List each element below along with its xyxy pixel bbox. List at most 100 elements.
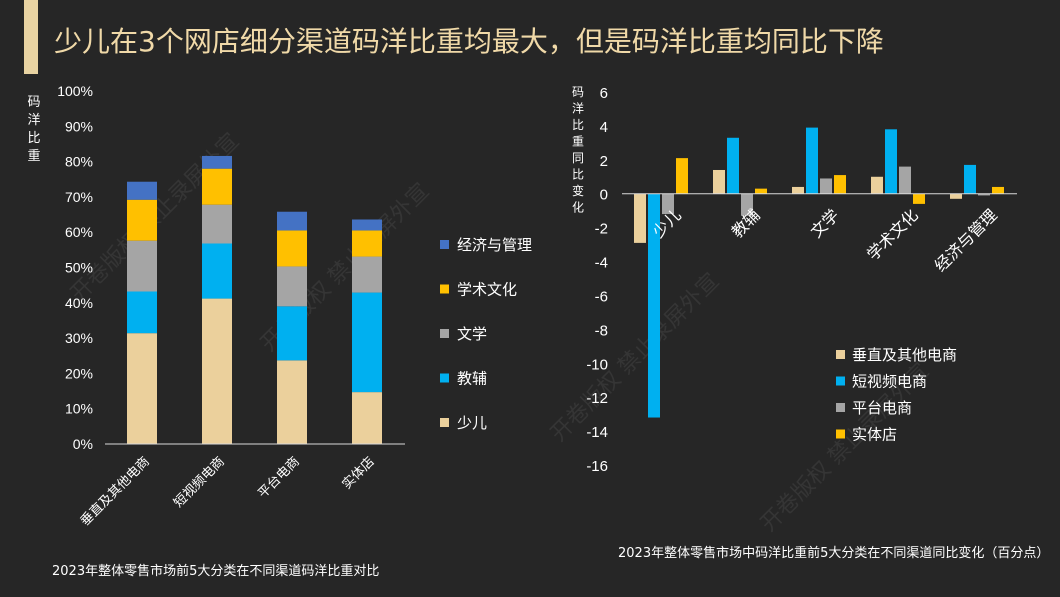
y-tick-label: -12 — [586, 390, 608, 407]
bar-segment-少儿 — [127, 333, 157, 444]
y-tick-label: 0% — [73, 436, 93, 452]
bar-segment-经济与管理 — [127, 181, 157, 200]
y-tick-label: 20% — [65, 365, 93, 381]
bar-平台电商 — [899, 166, 911, 194]
legend-label: 垂直及其他电商 — [852, 346, 957, 364]
bar-segment-教辅 — [127, 291, 157, 334]
y-tick-label: -14 — [586, 424, 608, 441]
y-axis-label: 比 — [572, 118, 584, 132]
y-tick-label: 10% — [65, 401, 93, 417]
bar-segment-少儿 — [277, 360, 307, 444]
bar-平台电商 — [978, 193, 990, 196]
bar-segment-经济与管理 — [277, 211, 307, 231]
legend-swatch — [440, 240, 449, 249]
y-axis-label: 洋 — [27, 113, 40, 128]
bar-segment-学术文化 — [127, 199, 157, 241]
bar-实体店 — [755, 188, 767, 194]
bar-短视频电商 — [727, 137, 739, 194]
left-chart-caption: 2023年整体零售市场前5大分类在不同渠道码洋比重对比 — [52, 564, 380, 579]
y-tick-label: -6 — [595, 288, 608, 305]
y-tick-label: -2 — [595, 221, 608, 238]
bar-segment-教辅 — [352, 292, 382, 393]
legend-swatch — [836, 429, 845, 439]
y-tick-label: 30% — [65, 330, 93, 346]
bar-短视频电商 — [648, 193, 660, 418]
y-tick-label: 90% — [65, 118, 93, 134]
bar-平台电商 — [741, 193, 753, 216]
bar-垂直及其他电商 — [792, 186, 804, 194]
bar-segment-文学 — [127, 240, 157, 292]
bar-实体店 — [992, 186, 1004, 194]
y-tick-label: 80% — [65, 154, 93, 170]
bar-平台电商 — [662, 193, 674, 215]
legend-swatch — [440, 418, 449, 427]
y-axis-label: 重 — [572, 135, 584, 149]
y-tick-label: 100% — [57, 83, 93, 99]
legend-swatch — [440, 284, 449, 294]
x-tick-label: 教辅 — [728, 205, 764, 241]
right-chart-caption: 2023年整体零售市场中码洋比重前5大分类在不同渠道同比变化（百分点） — [618, 546, 1050, 561]
bar-segment-学术文化 — [352, 230, 382, 257]
bar-垂直及其他电商 — [950, 193, 962, 199]
y-axis-label: 化 — [572, 201, 584, 215]
bar-短视频电商 — [806, 127, 818, 194]
bar-segment-经济与管理 — [202, 155, 232, 169]
bar-平台电商 — [820, 178, 832, 194]
y-axis-label: 重 — [27, 148, 40, 164]
y-tick-label: -10 — [586, 356, 608, 373]
bar-segment-少儿 — [202, 298, 232, 444]
bar-实体店 — [913, 193, 925, 204]
bar-垂直及其他电商 — [634, 193, 646, 243]
bar-垂直及其他电商 — [713, 169, 725, 194]
y-tick-label: 6 — [600, 85, 608, 102]
y-tick-label: 2 — [600, 153, 608, 170]
bar-segment-文学 — [352, 256, 382, 293]
legend-swatch — [440, 329, 449, 338]
bar-segment-文学 — [202, 204, 232, 244]
y-tick-label: -8 — [595, 322, 608, 339]
legend-label: 学术文化 — [457, 281, 517, 299]
y-tick-label: 4 — [600, 119, 608, 136]
legend-swatch — [440, 373, 449, 383]
bar-垂直及其他电商 — [871, 176, 883, 194]
bar-segment-经济与管理 — [352, 219, 382, 231]
legend-label: 经济与管理 — [457, 236, 532, 254]
bar-segment-少儿 — [352, 392, 382, 444]
legend-swatch — [836, 403, 845, 412]
x-tick-label: 短视频电商 — [171, 454, 228, 511]
legend-label: 少儿 — [457, 414, 487, 432]
bar-短视频电商 — [964, 164, 976, 194]
y-axis-label: 码 — [27, 95, 40, 110]
x-tick-label: 垂直及其他电商 — [78, 454, 153, 529]
y-tick-label: 0 — [600, 187, 608, 204]
bar-segment-文学 — [277, 266, 307, 307]
bar-短视频电商 — [885, 129, 897, 194]
bar-segment-学术文化 — [277, 230, 307, 267]
x-tick-label: 平台电商 — [255, 454, 302, 501]
legend-label: 文学 — [457, 325, 487, 343]
legend-label: 短视频电商 — [852, 373, 927, 391]
y-axis-label: 比 — [572, 168, 584, 182]
bar-segment-教辅 — [277, 306, 307, 361]
legend-swatch — [836, 350, 845, 359]
x-tick-label: 经济与管理 — [931, 205, 1001, 275]
y-axis-label: 同 — [572, 151, 584, 165]
y-tick-label: 50% — [65, 260, 93, 276]
bar-segment-教辅 — [202, 243, 232, 299]
y-axis-label: 变 — [572, 183, 584, 198]
legend-label: 教辅 — [457, 370, 487, 388]
x-tick-label: 实体店 — [340, 454, 378, 492]
x-tick-label: 文学 — [807, 205, 843, 241]
legend-label: 实体店 — [852, 426, 897, 444]
y-axis-label: 码 — [572, 85, 584, 99]
y-tick-label: 60% — [65, 224, 93, 240]
y-tick-label: 70% — [65, 189, 93, 205]
y-axis-label: 比 — [27, 131, 40, 146]
bar-segment-学术文化 — [202, 168, 232, 205]
y-tick-label: 40% — [65, 295, 93, 311]
title-accent-bar — [24, 0, 38, 74]
y-tick-label: -4 — [595, 255, 608, 272]
legend-label: 平台电商 — [852, 399, 912, 417]
x-tick-label: 学术文化 — [863, 205, 922, 264]
